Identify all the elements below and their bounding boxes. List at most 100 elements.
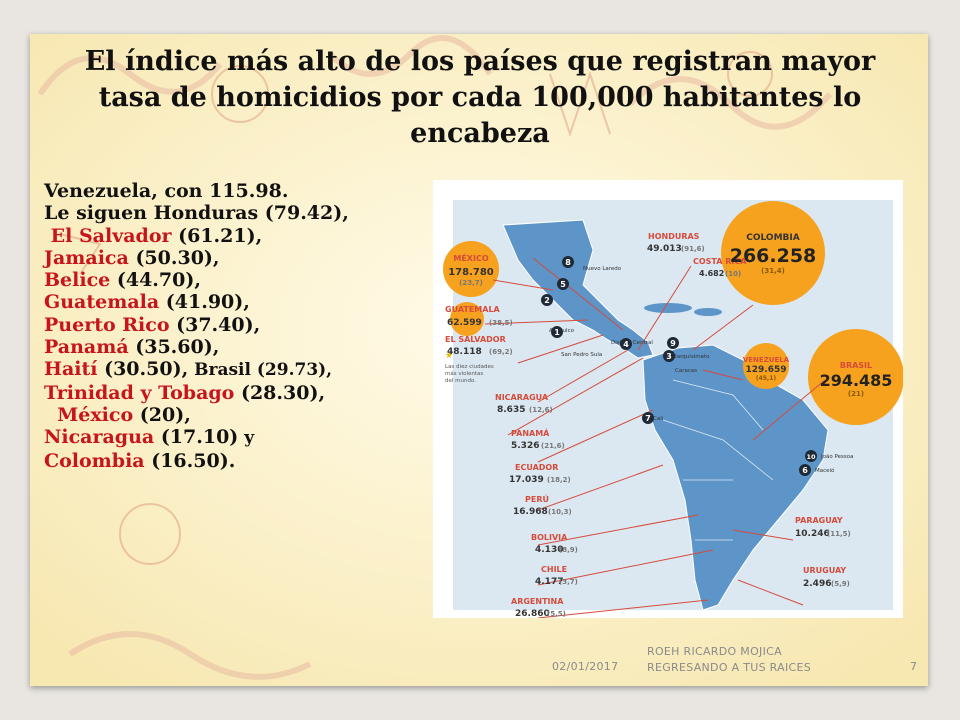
map-city: João Pessoa	[820, 454, 853, 460]
map-label-value: 294.485	[820, 371, 893, 390]
page-number: 7	[910, 660, 918, 673]
country-rate: y	[238, 428, 255, 449]
map-label-name: CHILE	[541, 565, 567, 574]
country-name: Belice	[44, 269, 111, 292]
marker-number: 5	[560, 280, 566, 289]
country-name: Trinidad y Tobago	[44, 381, 235, 404]
list-item: Venezuela, con 115.98.	[44, 180, 289, 202]
country-rate: (28.30),	[234, 381, 326, 404]
list-item: Guatemala (41.90),	[44, 291, 349, 313]
map-city: Nuevo Laredo	[583, 266, 622, 272]
country-rate: (50.30),	[128, 246, 220, 269]
list-item: México (20),	[44, 404, 349, 426]
list-item: Belice (44.70),	[44, 269, 349, 291]
country-name: El Salvador	[50, 224, 172, 247]
country-rate: (41.90),	[159, 291, 250, 314]
brasil-bubble	[808, 329, 904, 425]
map-label-rate: (69,2)	[489, 348, 513, 356]
country-name: Guatemala	[44, 291, 160, 314]
map-city: Cali	[653, 416, 664, 422]
slide-title: El índice más alto de los países que reg…	[84, 46, 876, 149]
slide: El índice más alto de los países que reg…	[30, 34, 928, 686]
star-icon: ★	[445, 351, 453, 361]
map-label-value: 26.860	[515, 609, 550, 618]
country-name: Nicaragua	[44, 426, 155, 449]
map-label-rate: (18,2)	[547, 476, 571, 484]
country-rate: Brasil (29.73),	[188, 360, 333, 381]
map-label-value: 266.258	[730, 245, 817, 267]
marker-number: 9	[670, 339, 676, 348]
map-label-name: BOLIVIA	[531, 533, 568, 542]
map-label-name: COSTA RICA	[693, 257, 747, 266]
country-rate: (20),	[133, 403, 191, 426]
map-island	[694, 308, 722, 316]
list-item: Haití (30.50), Brasil (29.73),	[44, 358, 349, 381]
map-label-value: 129.659	[746, 365, 787, 375]
marker-number: 4	[623, 340, 629, 349]
map-label-value: 62.599	[447, 318, 482, 328]
map-label-name: PERÚ	[525, 493, 549, 504]
map-label-rate: (38,5)	[489, 319, 513, 327]
map-label-name: EL SALVADOR	[445, 335, 506, 344]
marker-number: 3	[666, 352, 672, 361]
list-item: Panamá (35.60),	[44, 336, 349, 358]
map-city: San Pedro Sula	[561, 352, 602, 358]
marker-number: 8	[565, 258, 571, 267]
map-legend: Las diez ciudades	[445, 364, 494, 370]
map-label-name: PANAMÁ	[511, 427, 550, 438]
latin-america-map: ★ MÉXICO 178.780 (23,7) GUATEMALA 62.599…	[433, 180, 904, 619]
list-item: Le siguen Honduras (79.42),	[44, 202, 349, 225]
map-label-name: BRASIL	[840, 361, 872, 370]
map-label-rate: (21,6)	[541, 442, 565, 450]
map-city: Caracas	[675, 368, 697, 374]
map-label-rate: (12,6)	[529, 406, 553, 414]
marker-number: 2	[544, 296, 550, 305]
country-rate: (35.60),	[128, 336, 220, 359]
country-name: México	[57, 403, 134, 426]
map-label-rate: (10)	[725, 270, 741, 278]
marker-number: 10	[806, 453, 816, 461]
map-label-value: 4.177	[535, 577, 563, 587]
map-label-name: COLOMBIA	[746, 233, 799, 243]
map-label-value: 178.780	[448, 267, 494, 278]
map-legend: del mundo.	[445, 378, 476, 384]
map-label-name: MÉXICO	[453, 252, 488, 263]
list-item: Colombia (16.50).	[44, 450, 349, 472]
map-label-rate: (21)	[848, 390, 864, 398]
map-label-rate: (5,9)	[831, 580, 850, 588]
map-label-value: 2.496	[803, 579, 831, 589]
map-city: Distrito Central	[611, 340, 653, 346]
footer-author: ROEH RICARDO MOJICA REGRESANDO A TUS RAI…	[647, 644, 811, 676]
list-item: Jamaica (50.30),	[44, 247, 349, 269]
map-label-rate: (5,5)	[547, 610, 566, 618]
country-rate: (17.10)	[154, 426, 239, 449]
map-label-rate: (23,7)	[459, 279, 483, 287]
map-label-rate: (45,1)	[756, 375, 777, 382]
map-label-value: 49.013	[647, 244, 682, 254]
country-rate: (44.70),	[110, 269, 201, 292]
list-item: Nicaragua (17.10) y	[44, 426, 349, 449]
map-city: Maceió	[815, 467, 835, 474]
map-label-value: 4.130	[535, 545, 563, 555]
map-label-rate: (91,6)	[681, 245, 705, 253]
venezuela-bubble	[743, 343, 789, 389]
map-label-value: 4.682	[699, 269, 724, 278]
guatemala-bubble	[450, 302, 484, 336]
map-label-rate: (10,3)	[548, 508, 572, 516]
map-label-name: ECUADOR	[515, 463, 558, 472]
country-name: Panamá	[44, 336, 129, 359]
country-rate: (30.50),	[97, 358, 189, 381]
map-label-value: 16.968	[513, 507, 548, 517]
map-city: Barquisimeto	[673, 354, 710, 360]
mexico-bubble	[443, 241, 499, 297]
list-item: Trinidad y Tobago (28.30),	[44, 382, 349, 404]
map-label-rate: (3,7)	[559, 578, 578, 586]
map-label-name: ARGENTINA	[511, 597, 564, 606]
map-graphic: ★ MÉXICO 178.780 (23,7) GUATEMALA 62.599…	[433, 180, 904, 619]
map-label-rate: (31,4)	[761, 267, 785, 275]
map-label-value: 17.039	[509, 475, 544, 485]
country-name: Colombia	[44, 449, 145, 472]
colombia-bubble	[721, 201, 825, 305]
map-label-name: NICARAGUA	[495, 393, 549, 402]
map-label-name: HONDURAS	[648, 232, 700, 241]
